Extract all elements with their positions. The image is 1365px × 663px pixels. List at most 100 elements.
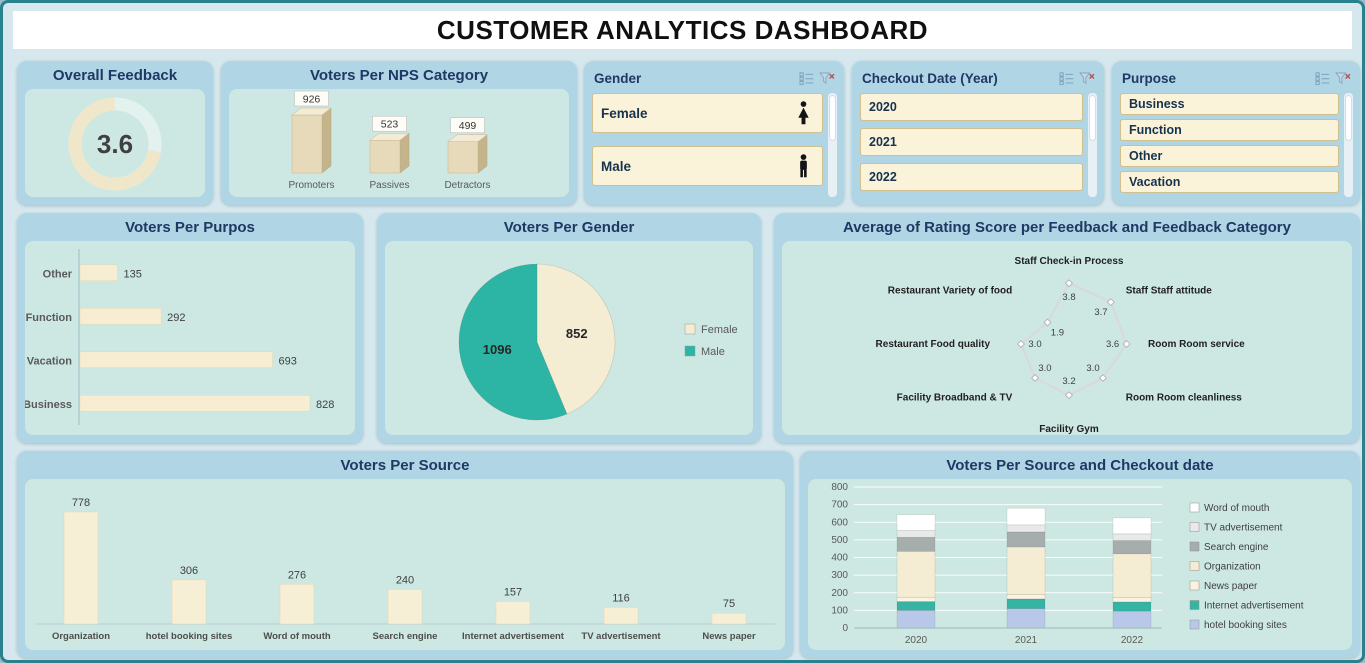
bar-function — [79, 308, 162, 325]
stack-internet-advertisement-2020 — [896, 601, 936, 611]
svg-text:Organization: Organization — [1204, 562, 1261, 573]
stack-word-of-mouth-2020 — [896, 514, 936, 531]
svg-text:3.7: 3.7 — [1094, 307, 1107, 318]
purpose-slicer-items: Business Function Other Vacation — [1120, 93, 1339, 197]
stack-tv-advertisement-2020 — [896, 530, 936, 538]
slicer-item-other[interactable]: Other — [1120, 145, 1339, 167]
svg-text:3.2: 3.2 — [1062, 376, 1075, 387]
slicer-item-label: Other — [1129, 149, 1163, 163]
stack-organization-2021 — [1006, 546, 1046, 595]
svg-text:Staff Check-in Process: Staff Check-in Process — [1015, 256, 1124, 267]
svg-text:3.8: 3.8 — [1062, 292, 1075, 303]
stack-hotel-booking-sites-2022 — [1112, 610, 1152, 629]
svg-text:Staff Staff attitude: Staff Staff attitude — [1126, 285, 1213, 296]
slicer-item-2022[interactable]: 2022 — [860, 163, 1083, 191]
scrollbar-thumb[interactable] — [829, 95, 836, 141]
svg-text:276: 276 — [288, 569, 306, 581]
checkout-year-slicer-title: Checkout Date (Year) — [862, 70, 998, 86]
clear-filter-icon[interactable] — [1079, 72, 1095, 85]
svg-text:Restaurant Variety of food: Restaurant Variety of food — [888, 285, 1012, 296]
stack-hotel-booking-sites-2021 — [1006, 608, 1046, 629]
svg-text:Organization: Organization — [52, 631, 110, 642]
stack-word-of-mouth-2021 — [1006, 507, 1046, 526]
scrollbar-thumb[interactable] — [1345, 95, 1352, 141]
svg-text:3.0: 3.0 — [1086, 363, 1099, 374]
svg-text:3.0: 3.0 — [1028, 339, 1041, 350]
scrollbar-thumb[interactable] — [1089, 95, 1096, 141]
stack-tv-advertisement-2022 — [1112, 533, 1152, 541]
slicer-item-business[interactable]: Business — [1120, 93, 1339, 115]
male-icon — [797, 154, 814, 178]
svg-text:200: 200 — [831, 588, 848, 599]
svg-text:400: 400 — [831, 553, 848, 564]
nps-category-chart: 926 Promoters 523 Passives 499 Detractors — [229, 89, 569, 197]
svg-text:3.6: 3.6 — [97, 129, 133, 159]
svg-text:852: 852 — [566, 326, 588, 341]
checkout-year-slicer-header: Checkout Date (Year) — [852, 61, 1104, 91]
svg-text:Detractors: Detractors — [444, 180, 490, 191]
slicer-item-male[interactable]: Male — [592, 146, 823, 186]
svg-text:0: 0 — [842, 623, 848, 634]
slicer-item-2021[interactable]: 2021 — [860, 128, 1083, 156]
purpose-slicer-title: Purpose — [1122, 70, 1177, 86]
pie-slice-male — [458, 263, 568, 421]
source-by-year-chart: 0 100 200 300 400 500 600 700 800 2020 2021 2022 Wor… — [808, 479, 1352, 650]
voters-per-source-panel: Voters Per Source 778 Organization 306 hote… — [17, 451, 793, 658]
slicer-item-2020[interactable]: 2020 — [860, 93, 1083, 121]
svg-text:Internet advertisement: Internet advertisement — [1204, 601, 1304, 612]
voters-per-gender-title: Voters Per Gender — [503, 218, 635, 236]
svg-text:Room Room service: Room Room service — [1148, 339, 1245, 350]
svg-text:75: 75 — [723, 598, 735, 610]
voters-per-source-chart: 778 Organization 306 hotel booking sites 276… — [25, 479, 785, 650]
slicer-item-function[interactable]: Function — [1120, 119, 1339, 141]
voters-per-source-title: Voters Per Source — [340, 456, 470, 474]
svg-text:700: 700 — [831, 500, 848, 511]
voters-per-gender-panel: Voters Per Gender 852 1096 Female Male — [377, 213, 761, 443]
dashboard-title: CUSTOMER ANALYTICS DASHBOARD — [13, 11, 1352, 49]
slicer-item-female[interactable]: Female — [592, 93, 823, 133]
clear-filter-icon[interactable] — [819, 72, 835, 85]
pie-slice-female — [536, 263, 616, 415]
purpose-slicer-header: Purpose — [1112, 61, 1360, 91]
stack-search-engine-2021 — [1006, 531, 1046, 548]
stack-hotel-booking-sites-2020 — [896, 610, 936, 629]
source-by-year-panel: Voters Per Source and Checkout date 0 100… — [800, 451, 1360, 658]
slicer-item-vacation[interactable]: Vacation — [1120, 171, 1339, 193]
svg-text:Vacation: Vacation — [27, 355, 73, 367]
voters-per-purpose-title: Voters Per Purpos — [125, 218, 255, 236]
multi-select-icon[interactable] — [1059, 71, 1074, 85]
multi-select-icon[interactable] — [799, 71, 814, 85]
stack-search-engine-2020 — [896, 536, 936, 552]
slicer-item-label: Male — [601, 158, 632, 174]
bar-news-paper — [711, 612, 747, 625]
rating-radar-title: Average of Rating Score per Feedback and… — [843, 218, 1291, 236]
source-by-year-title: Voters Per Source and Checkout date — [946, 456, 1214, 474]
svg-text:1.9: 1.9 — [1051, 327, 1064, 338]
svg-text:Facility Broadband & TV: Facility Broadband & TV — [897, 393, 1013, 404]
svg-text:600: 600 — [831, 517, 848, 528]
multi-select-icon[interactable] — [1315, 71, 1330, 85]
svg-text:2022: 2022 — [1121, 635, 1144, 646]
nps-category-panel: Voters Per NPS Category 926 Promoters 523 P… — [221, 61, 577, 205]
svg-text:Other: Other — [43, 268, 73, 280]
clear-filter-icon[interactable] — [1335, 72, 1351, 85]
svg-text:Male: Male — [701, 346, 725, 358]
svg-text:Promoters: Promoters — [288, 180, 334, 191]
slicer-item-label: Female — [601, 105, 648, 121]
svg-text:3.0: 3.0 — [1038, 363, 1051, 374]
gender-slicer-scrollbar[interactable] — [828, 93, 837, 197]
purpose-slicer-scrollbar[interactable] — [1344, 93, 1353, 197]
overall-feedback-panel: Overall Feedback 3.6 — [17, 61, 213, 205]
bar-business — [79, 395, 311, 412]
gender-slicer-header: Gender — [584, 61, 844, 91]
checkout-year-slicer: Checkout Date (Year) 2020 2021 2022 — [852, 61, 1104, 205]
female-icon — [797, 101, 814, 125]
purpose-slicer-icons — [1315, 71, 1351, 85]
checkout-year-slicer-scrollbar[interactable] — [1088, 93, 1097, 197]
stack-search-engine-2022 — [1112, 540, 1152, 555]
stack-internet-advertisement-2022 — [1112, 601, 1152, 612]
voters-per-purpose-panel: Voters Per Purpos Other 135 Function 292 Vac… — [17, 213, 363, 443]
gender-slicer-items: Female Male — [592, 93, 823, 197]
svg-text:292: 292 — [167, 312, 185, 324]
purpose-slicer-body: Business Function Other Vacation — [1120, 93, 1353, 197]
